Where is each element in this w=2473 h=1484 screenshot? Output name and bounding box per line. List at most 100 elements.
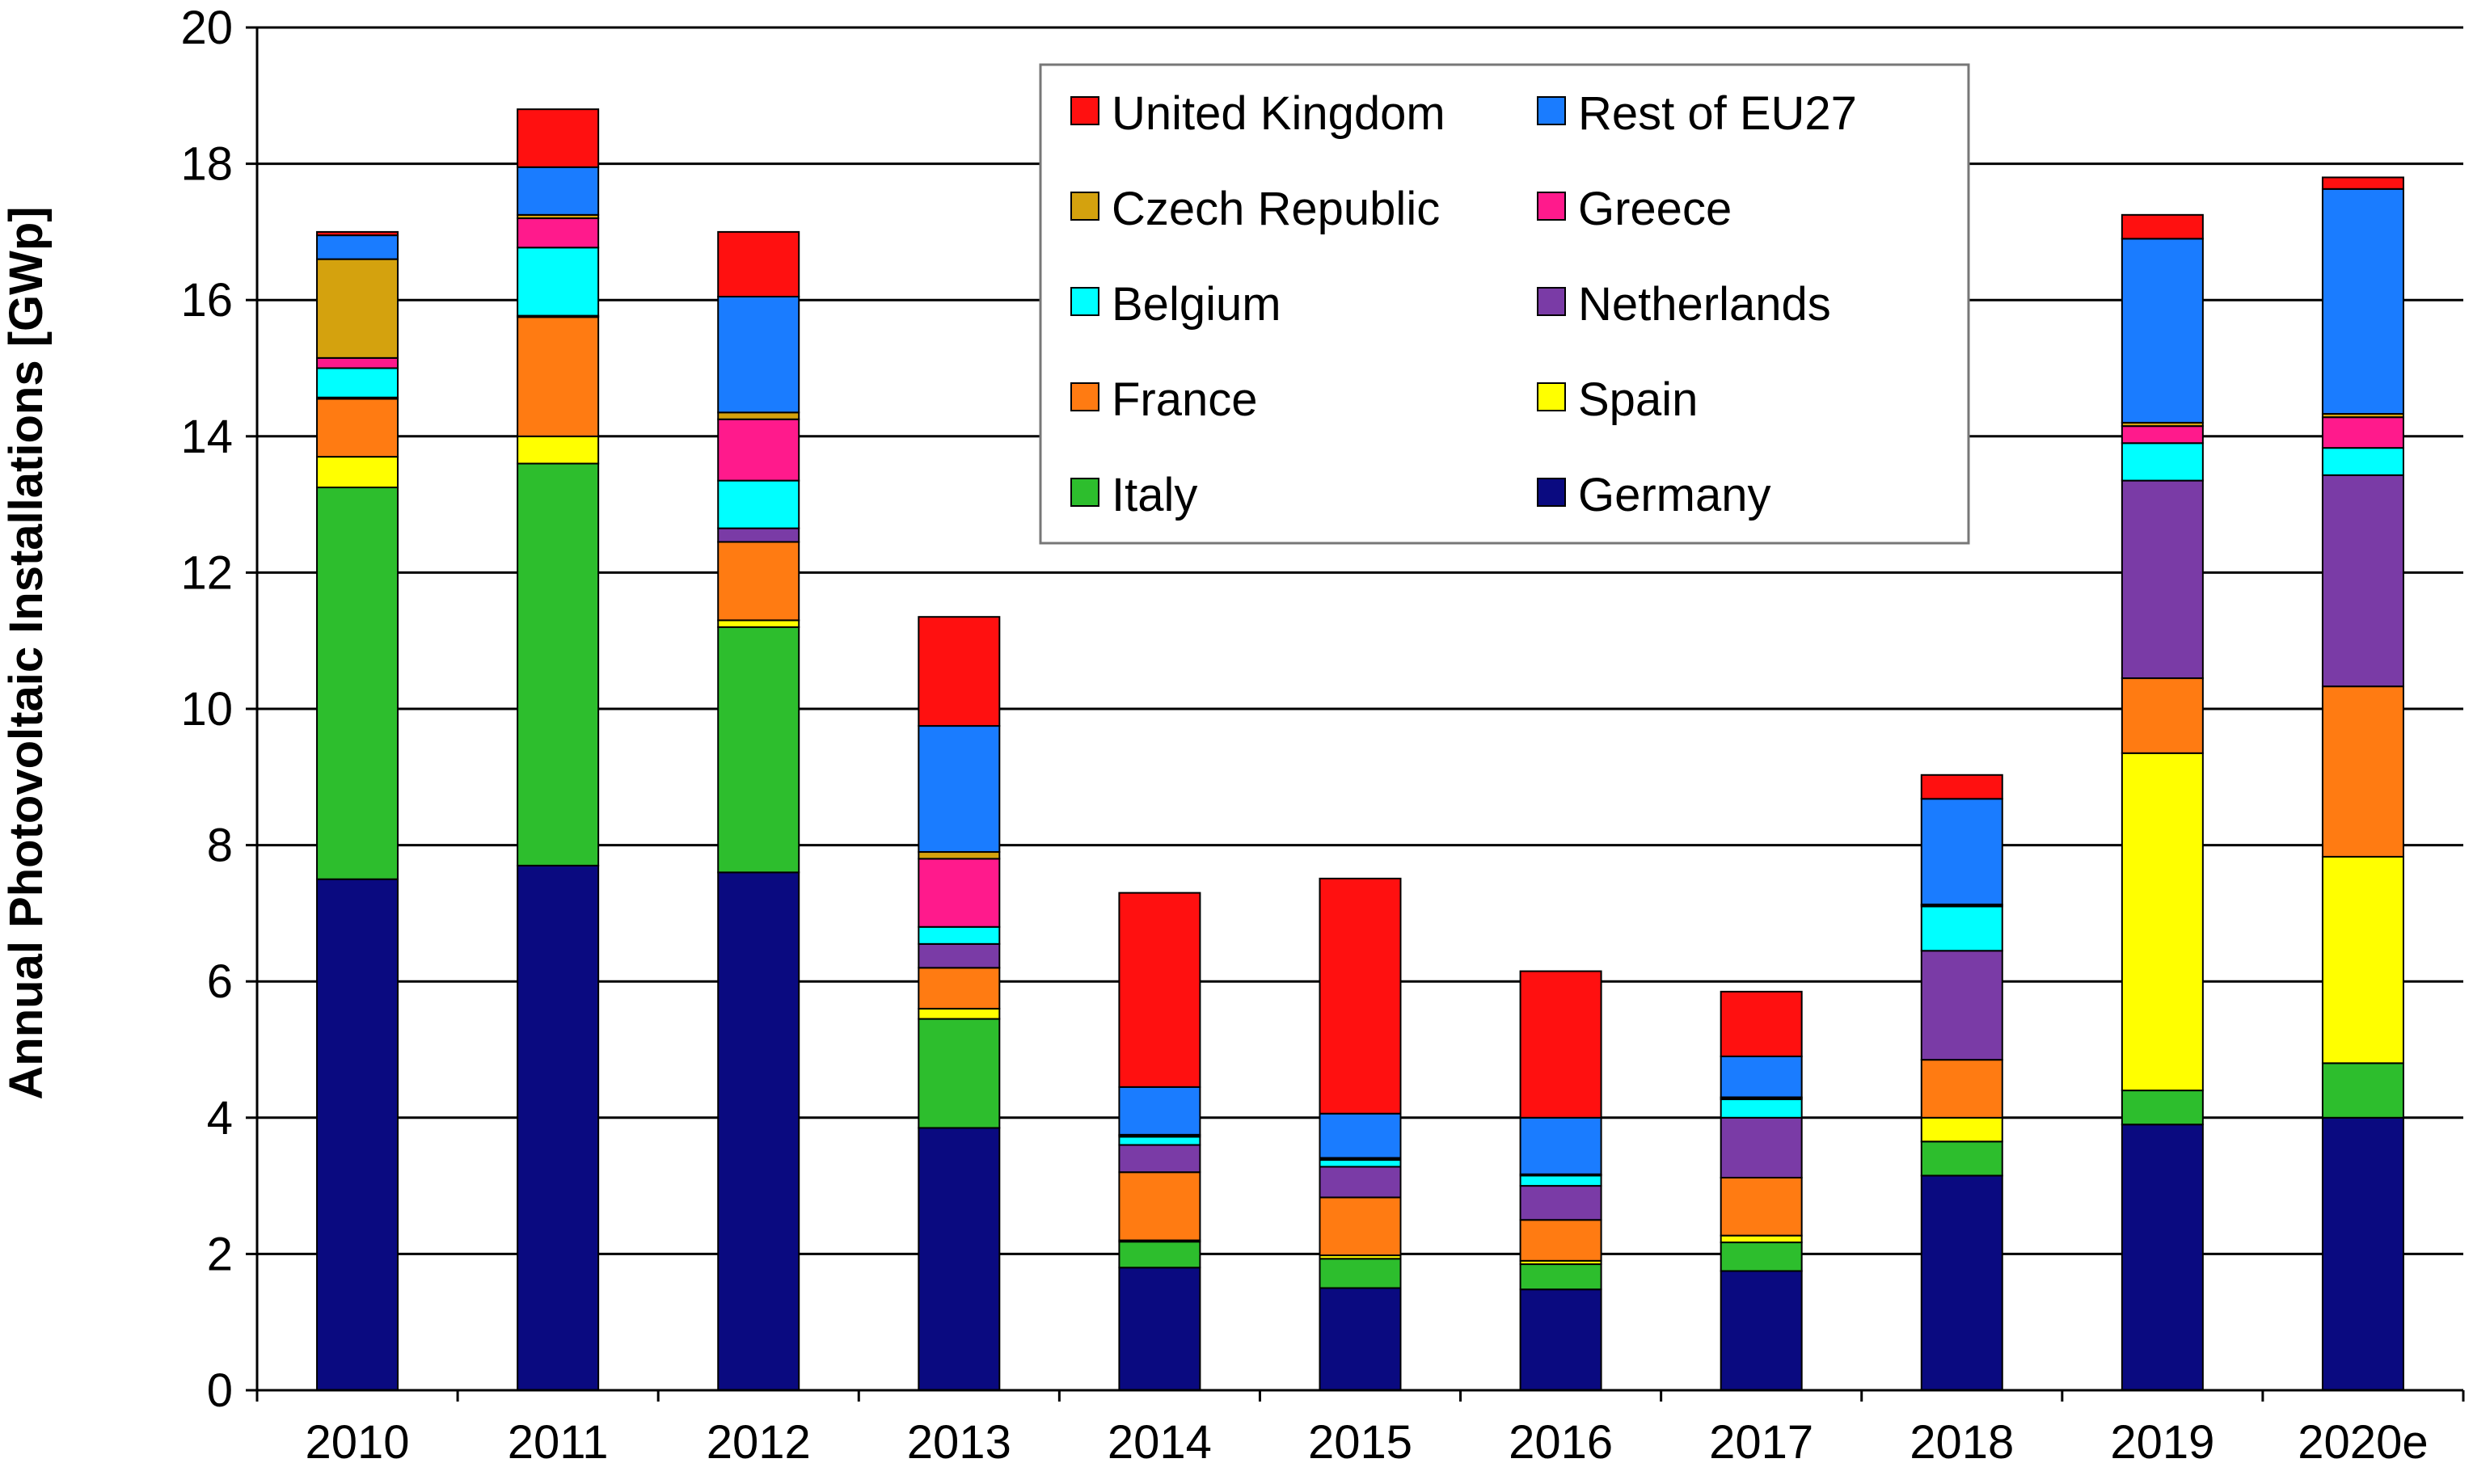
bar-segment (1720, 1242, 1803, 1272)
bar-segment (717, 418, 800, 482)
bar-segment (1319, 1112, 1402, 1159)
y-tick-label: 0 (207, 1364, 233, 1417)
bar-segment (1920, 950, 2003, 1061)
bar-segment (1118, 1241, 1201, 1269)
bar-segment (1720, 1098, 1803, 1119)
legend-label: United Kingdom (1112, 87, 1445, 140)
legend-label: France (1112, 373, 1258, 426)
legend-swatch (1070, 192, 1099, 221)
bar-segment (1519, 1219, 1602, 1262)
bar-segment (316, 230, 399, 237)
legend-swatch (1537, 192, 1566, 221)
legend-swatch (1070, 382, 1099, 411)
bar-segment (1118, 892, 1201, 1088)
bar-segment (1720, 1116, 1803, 1178)
y-tick-label: 14 (180, 411, 233, 463)
legend-label: Czech Republic (1112, 183, 1440, 235)
bar-segment (2321, 416, 2404, 449)
legend-swatch (1537, 478, 1566, 507)
bar-segment (316, 367, 399, 398)
legend-label: Germany (1578, 469, 1771, 521)
bar-segment (316, 487, 399, 880)
x-tick-label: 2020e (2298, 1416, 2428, 1469)
bar-segment (1319, 1258, 1402, 1289)
bar-segment (1920, 1116, 2003, 1143)
bar-segment (1920, 1174, 2003, 1391)
bar-segment (918, 1018, 1001, 1129)
legend-label: Rest of EU27 (1578, 87, 1857, 140)
bar-segment (918, 925, 1001, 945)
legend-swatch (1537, 287, 1566, 316)
bar-segment (2321, 188, 2404, 415)
bar-segment (1319, 1166, 1402, 1199)
bar-segment (717, 295, 800, 414)
legend-swatch (1537, 96, 1566, 125)
legend-box (1039, 63, 1970, 545)
x-tick-label: 2015 (1308, 1416, 1412, 1469)
bar-segment (316, 878, 399, 1391)
bar-segment (1920, 1059, 2003, 1119)
bar-segment (1118, 1267, 1201, 1392)
y-tick-label: 4 (207, 1092, 233, 1145)
bar-segment (1118, 1136, 1201, 1146)
bar-segment (1920, 905, 2003, 952)
bar-segment (316, 356, 399, 369)
legend-label: Belgium (1112, 278, 1281, 331)
y-tick-label: 18 (180, 138, 233, 191)
bar-segment (2121, 1090, 2204, 1126)
bar-segment (2321, 685, 2404, 858)
bar-segment (717, 541, 800, 622)
bar-segment (1519, 1116, 1602, 1175)
bar-segment (1519, 1185, 1602, 1221)
bar-segment (1319, 1287, 1402, 1392)
bar-segment (2121, 425, 2204, 445)
bar-segment (918, 616, 1001, 727)
bar-segment (1720, 1270, 1803, 1391)
bar-segment (1720, 990, 1803, 1057)
bar-segment (1519, 1263, 1602, 1291)
bar-segment (517, 217, 600, 249)
x-tick-label: 2019 (2110, 1416, 2214, 1469)
bar-segment (1118, 1144, 1201, 1174)
bar-segment (918, 942, 1001, 969)
x-tick-labels: 2010 2011 2012 2013 2014 2015 2016 2017 2018 2019… (306, 1416, 2429, 1469)
bar-segment (918, 858, 1001, 928)
x-tick-label: 2014 (1108, 1416, 1212, 1469)
legend-label: Spain (1578, 373, 1698, 426)
bar-segment (1920, 1140, 2003, 1177)
bar-segment (2321, 176, 2404, 190)
bar-segment (918, 967, 1001, 1010)
y-axis-title: Annual Photovoltaic Installations [GWp] (0, 206, 53, 1099)
y-tick-label: 16 (180, 274, 233, 327)
bar-segment (918, 1007, 1001, 1020)
x-tick-label: 2016 (1509, 1416, 1613, 1469)
bar-segment (1319, 1159, 1402, 1168)
x-tick-label: 2010 (306, 1416, 410, 1469)
x-tick-label: 2011 (508, 1416, 609, 1469)
bar-segment (2321, 1116, 2404, 1392)
bar-segment (316, 398, 399, 458)
bar-segment (2121, 479, 2204, 680)
bar-segment (1319, 1196, 1402, 1257)
bar-segment (316, 456, 399, 489)
y-tick-label: 6 (207, 955, 233, 1008)
bar-segment (517, 108, 600, 168)
x-tick-label: 2013 (907, 1416, 1011, 1469)
bar-segment (2321, 855, 2404, 1065)
bar-segment (2321, 447, 2404, 476)
bar-segment (2321, 1062, 2404, 1119)
bar-segment (918, 851, 1001, 860)
bar-segment (1118, 1086, 1201, 1136)
bar-segment (717, 871, 800, 1391)
bar-segment (517, 316, 600, 437)
y-tick-label: 20 (180, 2, 233, 54)
bar-segment (2121, 752, 2204, 1092)
legend-label: Greece (1578, 183, 1732, 235)
bar-segment (1720, 1176, 1803, 1237)
bar-segment (1319, 877, 1402, 1115)
bar-segment (2121, 442, 2204, 482)
bar-segment (1118, 1171, 1201, 1242)
bar-segment (1519, 970, 1602, 1119)
legend: United Kingdom Rest of EU27 Czech Republic… (1039, 63, 1970, 545)
bar-segment (517, 864, 600, 1391)
